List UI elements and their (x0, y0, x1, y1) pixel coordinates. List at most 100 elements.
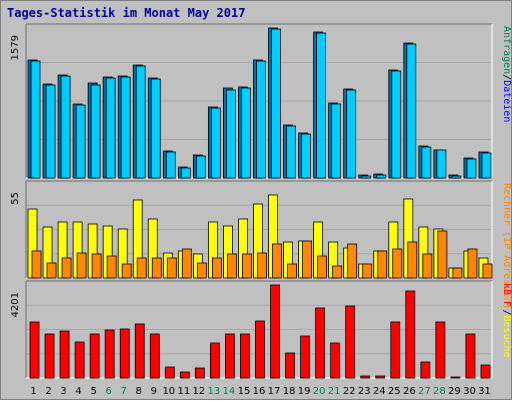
chart-title: Tages-Statistik im Monat May 2017 (7, 6, 246, 20)
y-axis-max-label: 4201 (10, 292, 21, 317)
bar-kbytes (194, 367, 205, 379)
bar-files (45, 84, 56, 179)
bar-files (301, 133, 311, 179)
bar-hosts (362, 263, 373, 279)
bar-hosts (257, 252, 267, 279)
legend-text: Besuche (501, 315, 512, 357)
x-axis-tick-label: 22 (343, 386, 356, 397)
bar-hosts (136, 257, 147, 279)
bar-hosts (31, 250, 42, 279)
bar-files (241, 87, 251, 179)
x-axis-tick-label: 9 (151, 386, 157, 397)
bar-files (391, 70, 402, 179)
bar-kbytes (315, 307, 326, 379)
series-legend-label: Anfragen/Dateien (501, 26, 512, 122)
bar-hosts (287, 263, 297, 279)
bar-files (120, 76, 131, 179)
x-axis-tick-label: 8 (136, 386, 142, 397)
bar-hosts (377, 250, 388, 279)
bar-kbytes (390, 321, 401, 379)
bar-hosts (121, 263, 132, 279)
x-axis-tick-label: 2 (45, 386, 51, 397)
bar-hosts (61, 257, 72, 279)
bar-hosts (332, 265, 343, 279)
bar-hosts (46, 262, 57, 279)
bar-kbytes (74, 341, 85, 379)
bar-files (421, 146, 432, 179)
legend-text: Rechner (IP-Adressen) (501, 183, 512, 309)
bar-files (165, 151, 176, 179)
bar-hosts (407, 241, 418, 279)
bar-kbytes (450, 376, 461, 379)
bar-files (286, 125, 296, 179)
legend-text: / (501, 309, 512, 315)
x-axis-tick-label: 29 (448, 386, 461, 397)
bar-kbytes (134, 323, 145, 379)
bar-files (256, 60, 266, 179)
x-axis-tick-label: 13 (208, 386, 221, 397)
bar-files (406, 43, 417, 179)
x-axis-tick-label: 4 (75, 386, 81, 397)
bar-files (210, 107, 221, 179)
bar-hosts (91, 253, 102, 279)
bar-hosts (482, 263, 493, 279)
bar-kbytes (179, 371, 190, 379)
bar-files (60, 75, 71, 179)
x-axis-tick-label: 27 (418, 386, 431, 397)
bar-hosts (211, 257, 222, 279)
series-legend-label: kB F (501, 283, 512, 307)
bar-hosts (181, 248, 192, 279)
bar-hosts (227, 253, 237, 279)
bar-kbytes (375, 375, 386, 379)
bar-kbytes (29, 321, 40, 379)
bar-hosts (76, 252, 87, 279)
x-axis-tick-label: 25 (388, 386, 401, 397)
x-axis-tick-label: 11 (177, 386, 190, 397)
x-axis-tick-label: 14 (223, 386, 236, 397)
bar-files (180, 167, 191, 179)
bar-files (226, 89, 236, 179)
bar-hosts (151, 257, 162, 279)
x-axis-tick-label: 3 (60, 386, 66, 397)
bar-files (150, 78, 161, 179)
x-axis-tick-label: 17 (268, 386, 281, 397)
x-axis-tick-label: 24 (373, 386, 386, 397)
x-axis-tick-label: 20 (313, 386, 326, 397)
bar-kbytes (119, 328, 130, 379)
x-axis-tick-label: 6 (105, 386, 111, 397)
x-axis-tick-label: 1 (30, 386, 36, 397)
bar-hosts (437, 230, 448, 279)
bar-files (466, 158, 477, 179)
bar-hosts (467, 248, 478, 279)
bar-hosts (272, 243, 282, 279)
bar-kbytes (164, 366, 175, 379)
x-axis-tick-label: 15 (238, 386, 251, 397)
legend-text: Anfragen (501, 26, 512, 74)
x-axis-tick-label: 28 (433, 386, 446, 397)
bar-kbytes (240, 333, 250, 379)
x-axis-tick-label: 23 (358, 386, 371, 397)
bar-files (271, 28, 281, 179)
bar-hosts (347, 243, 358, 279)
bar-files (361, 175, 372, 179)
bar-files (451, 175, 462, 179)
bar-hosts (392, 248, 403, 279)
bar-hosts (302, 240, 312, 279)
bar-files (481, 152, 492, 179)
x-axis-tick-label: 5 (90, 386, 96, 397)
bar-kbytes (480, 364, 491, 379)
legend-text: kB F (501, 283, 512, 307)
bar-hosts (166, 257, 177, 279)
bar-kbytes (465, 333, 476, 379)
bar-files (90, 84, 101, 179)
bar-hosts (242, 253, 252, 279)
bar-files (346, 89, 357, 179)
bar-kbytes (345, 305, 356, 379)
bar-kbytes (255, 320, 265, 379)
bar-kbytes (209, 342, 220, 379)
bar-hosts (452, 267, 463, 279)
bar-files (331, 103, 342, 179)
x-axis-tick-label: 21 (328, 386, 341, 397)
bar-kbytes (420, 361, 431, 379)
